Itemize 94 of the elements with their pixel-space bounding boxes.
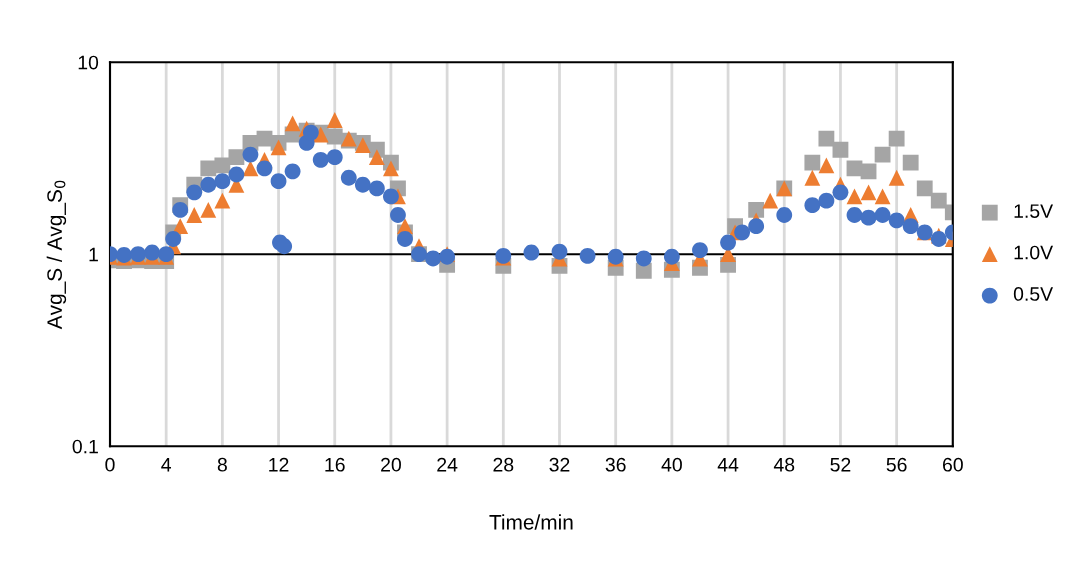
- point: [930, 192, 947, 209]
- point: [846, 188, 863, 205]
- x-tick-label: 48: [773, 457, 795, 472]
- point: [748, 202, 765, 218]
- point: [165, 231, 182, 247]
- point: [748, 218, 765, 235]
- point: [832, 141, 849, 158]
- point: [692, 242, 708, 259]
- point: [390, 207, 406, 223]
- x-tick-label: 12: [269, 457, 289, 472]
- point: [302, 124, 319, 141]
- point: [326, 112, 343, 128]
- legend-label: 0.5V: [1013, 287, 1054, 301]
- point: [930, 231, 947, 247]
- point: [860, 184, 877, 201]
- x-axis-title: Time/min: [489, 514, 573, 530]
- point: [383, 160, 399, 177]
- point: [144, 244, 161, 261]
- point: [172, 202, 189, 218]
- point: [804, 154, 821, 171]
- point: [846, 207, 863, 223]
- point: [284, 163, 301, 180]
- point: [551, 243, 568, 260]
- point: [888, 169, 905, 186]
- point: [579, 247, 596, 264]
- point: [874, 146, 891, 163]
- point: [228, 149, 245, 166]
- point: [354, 176, 371, 193]
- x-tick-label: 32: [549, 457, 570, 472]
- point: [284, 115, 301, 132]
- point: [523, 244, 540, 261]
- point: [186, 207, 203, 223]
- point: [635, 250, 652, 267]
- point: [326, 149, 343, 166]
- point: [270, 173, 287, 190]
- point: [902, 154, 919, 171]
- point: [276, 238, 293, 255]
- x-tick-label: 56: [886, 457, 907, 472]
- point: [425, 250, 441, 267]
- x-tick-label: 52: [830, 457, 851, 472]
- x-tick-label: 4: [161, 458, 172, 472]
- x-tick-label: 60: [943, 457, 963, 472]
- x-tick-label: 44: [717, 458, 739, 472]
- y-axis-title: Avg_S / Avg_S$_{0}$: [46, 180, 67, 330]
- point: [383, 188, 399, 205]
- point: [888, 130, 905, 147]
- point: [270, 139, 287, 156]
- point: [214, 157, 231, 174]
- legend-label: 1.5V: [1014, 204, 1054, 218]
- y-tick-label: 0.1: [72, 439, 98, 454]
- point: [734, 224, 751, 241]
- point: [242, 160, 259, 177]
- legend-label: 1.0V: [1014, 245, 1054, 260]
- point: [776, 207, 793, 223]
- point: [368, 149, 385, 166]
- x-tick-label: 24: [437, 457, 458, 472]
- y-tick-label: 1: [89, 247, 98, 262]
- point: [804, 169, 821, 186]
- point: [340, 169, 357, 186]
- point: [397, 231, 413, 247]
- point: [242, 146, 259, 163]
- x-tick-label: 20: [381, 457, 401, 472]
- point: [663, 248, 680, 265]
- x-tick-label: 8: [217, 457, 227, 472]
- point: [818, 157, 835, 174]
- x-tick-label: 0: [105, 457, 115, 472]
- point: [200, 176, 217, 193]
- point: [762, 192, 779, 209]
- point: [860, 209, 877, 226]
- x-tick-label: 40: [661, 457, 682, 472]
- point: [186, 184, 203, 201]
- point: [804, 197, 821, 214]
- point: [228, 166, 245, 183]
- point: [846, 160, 863, 177]
- point: [832, 184, 849, 201]
- point: [214, 192, 231, 209]
- point: [888, 212, 905, 229]
- point: [818, 192, 835, 209]
- point: [860, 163, 877, 180]
- point: [214, 173, 231, 190]
- x-tick-label: 16: [325, 457, 345, 472]
- point: [818, 130, 835, 147]
- point: [312, 151, 329, 168]
- point: [200, 202, 217, 218]
- point: [368, 180, 385, 197]
- point: [874, 207, 891, 223]
- point: [720, 234, 736, 251]
- x-tick-label: 36: [605, 457, 626, 472]
- y-tick-label: 10: [78, 55, 99, 70]
- x-tick-label: 28: [493, 457, 514, 472]
- point: [916, 180, 933, 197]
- point: [874, 188, 891, 205]
- point: [256, 160, 273, 177]
- point: [902, 218, 919, 235]
